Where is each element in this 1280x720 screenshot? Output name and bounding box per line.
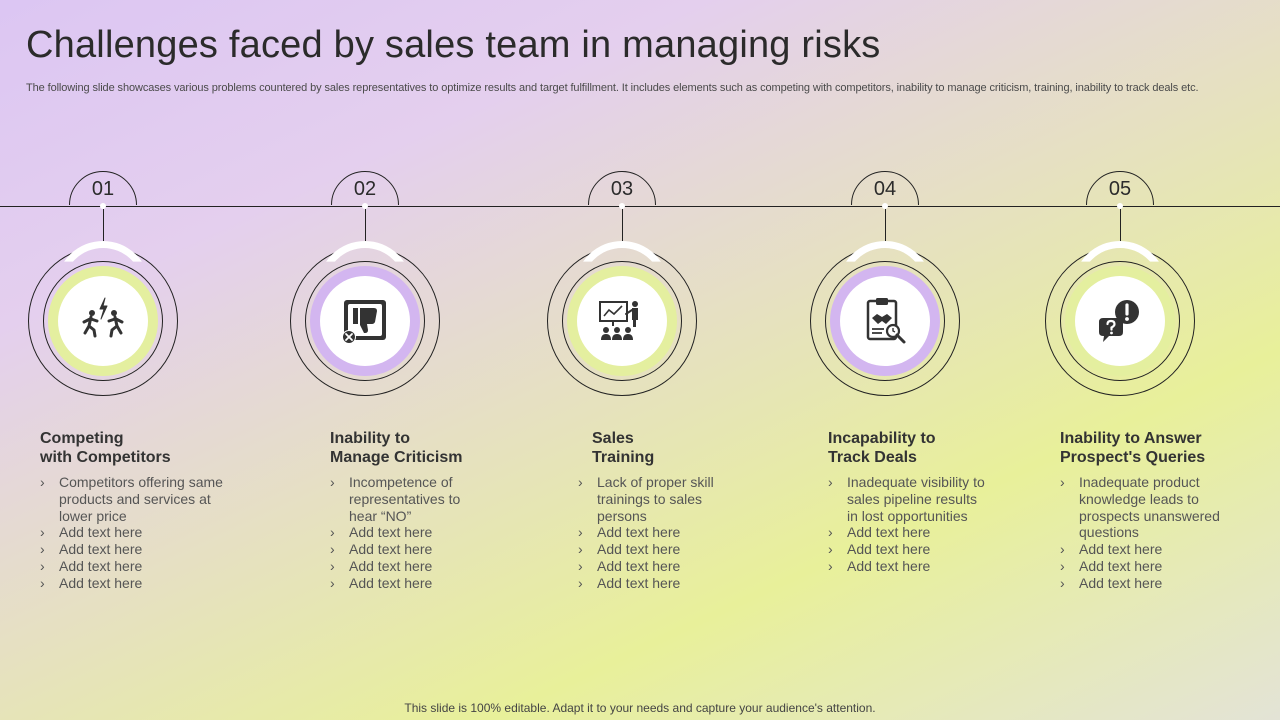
- icon-disc: [1075, 276, 1165, 366]
- bullet-item: Add text here: [40, 558, 230, 575]
- bullet-list: Incompetence of representatives to hear …: [330, 474, 490, 592]
- bullet-item: Competitors offering same products and s…: [40, 474, 230, 524]
- inner-ring: [43, 261, 163, 381]
- icon-disc: [577, 276, 667, 366]
- connector-stem: [364, 209, 366, 242]
- bullet-list: Lack of proper skill trainings to sales …: [578, 474, 738, 592]
- bullet-item: Add text here: [578, 524, 738, 541]
- footer-note: This slide is 100% editable. Adapt it to…: [404, 701, 876, 715]
- heading-line: Prospect's Queries: [1060, 449, 1206, 466]
- heading-line: Incapability to: [828, 430, 936, 447]
- icon-disc: [840, 276, 930, 366]
- bullet-item: Add text here: [330, 575, 490, 592]
- bullet-list: Inadequate product knowledge leads to pr…: [1060, 474, 1220, 592]
- step-number: 04: [873, 178, 897, 200]
- bullet-item: Inadequate product knowledge leads to pr…: [1060, 474, 1220, 541]
- timeline-dot: [882, 203, 888, 209]
- bullet-item: Add text here: [40, 524, 230, 541]
- icon-disc: [320, 276, 410, 366]
- thumbs-down-icon: [342, 300, 386, 344]
- heading-line: Inability to: [330, 430, 410, 447]
- bullet-item: Add text here: [578, 541, 738, 558]
- step-heading: Sales Training: [592, 429, 812, 467]
- step-number: 05: [1108, 178, 1132, 200]
- bullet-item: Inadequate visibility to sales pipeline …: [828, 474, 988, 524]
- presentation-training-icon: [599, 301, 638, 340]
- inner-ring: [305, 261, 425, 381]
- step-heading: Incapability to Track Deals: [828, 429, 1048, 467]
- bullet-item: Add text here: [40, 575, 230, 592]
- bullet-list: Competitors offering same products and s…: [40, 474, 230, 592]
- bullet-item: Add text here: [828, 524, 988, 541]
- bullet-item: Add text here: [578, 558, 738, 575]
- timeline-dot: [1117, 203, 1123, 209]
- bullet-item: Add text here: [330, 524, 490, 541]
- heading-line: Training: [592, 449, 655, 466]
- question-exclamation-icon: [1099, 300, 1139, 342]
- heading-line: with Competitors: [40, 449, 171, 466]
- bullet-item: Add text here: [330, 541, 490, 558]
- inner-ring: [1060, 261, 1180, 381]
- step-heading: Inability to Manage Criticism: [330, 429, 550, 467]
- bullet-item: Add text here: [1060, 541, 1220, 558]
- deal-clipboard-icon: [866, 298, 906, 344]
- heading-line: Track Deals: [828, 449, 917, 466]
- slide-title: Challenges faced by sales team in managi…: [26, 24, 881, 66]
- connector-stem: [1119, 209, 1121, 242]
- bullet-item: Add text here: [1060, 558, 1220, 575]
- timeline-line: [0, 206, 1280, 207]
- slide-subtitle: The following slide showcases various pr…: [26, 82, 1199, 94]
- step-number: 03: [610, 178, 634, 200]
- timeline-dot: [100, 203, 106, 209]
- heading-line: Inability to Answer: [1060, 430, 1202, 447]
- bullet-item: Add text here: [578, 575, 738, 592]
- bullet-item: Add text here: [1060, 575, 1220, 592]
- bullet-item: Add text here: [330, 558, 490, 575]
- bullet-list: Inadequate visibility to sales pipeline …: [828, 474, 988, 575]
- heading-line: Manage Criticism: [330, 449, 463, 466]
- connector-stem: [621, 209, 623, 242]
- connector-stem: [102, 209, 104, 242]
- inner-ring: [825, 261, 945, 381]
- step-heading: Competing with Competitors: [40, 429, 260, 467]
- bullet-item: Lack of proper skill trainings to sales …: [578, 474, 738, 524]
- timeline-dot: [362, 203, 368, 209]
- timeline-dot: [619, 203, 625, 209]
- bullet-item: Add text here: [828, 558, 988, 575]
- bullet-item: Add text here: [828, 541, 988, 558]
- step-heading: Inability to Answer Prospect's Queries: [1060, 429, 1280, 467]
- competitors-running-icon: [82, 297, 124, 338]
- heading-line: Competing: [40, 430, 124, 447]
- step-number: 02: [353, 178, 377, 200]
- bullet-item: Add text here: [40, 541, 230, 558]
- heading-line: Sales: [592, 430, 634, 447]
- connector-stem: [884, 209, 886, 242]
- bullet-item: Incompetence of representatives to hear …: [330, 474, 490, 524]
- icon-disc: [58, 276, 148, 366]
- inner-ring: [562, 261, 682, 381]
- step-number: 01: [91, 178, 115, 200]
